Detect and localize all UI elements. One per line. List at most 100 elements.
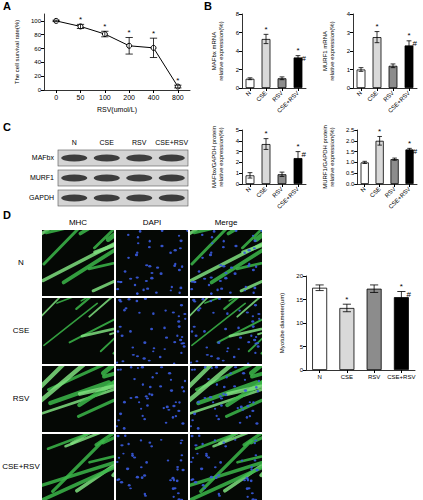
svg-text:CSE+RSV: CSE+RSV bbox=[276, 90, 300, 114]
svg-text:4: 4 bbox=[347, 11, 351, 17]
svg-text:20: 20 bbox=[34, 73, 41, 79]
svg-text:CSE: CSE bbox=[13, 326, 29, 335]
svg-text:RSV: RSV bbox=[382, 90, 395, 103]
svg-text:CSE+RSV: CSE+RSV bbox=[388, 186, 412, 210]
svg-text:3: 3 bbox=[347, 30, 351, 36]
svg-text:Merge: Merge bbox=[215, 218, 238, 227]
svg-text:CSE: CSE bbox=[100, 139, 115, 146]
svg-text:200: 200 bbox=[123, 94, 135, 101]
svg-text:relative expression(%): relative expression(%) bbox=[218, 127, 224, 186]
svg-text:*: * bbox=[128, 28, 131, 37]
svg-text:DAPI: DAPI bbox=[143, 218, 162, 227]
svg-text:CSE: CSE bbox=[366, 90, 379, 103]
svg-text:N: N bbox=[317, 374, 321, 380]
svg-text:15: 15 bbox=[296, 297, 303, 303]
svg-text:60: 60 bbox=[34, 46, 41, 52]
svg-text:#: # bbox=[406, 290, 411, 299]
svg-text:0: 0 bbox=[300, 367, 304, 373]
svg-text:0: 0 bbox=[38, 87, 42, 93]
svg-text:6: 6 bbox=[236, 30, 240, 36]
svg-text:CSE: CSE bbox=[255, 90, 268, 103]
svg-text:MAFbx: MAFbx bbox=[32, 154, 55, 161]
svg-text:2: 2 bbox=[236, 67, 240, 73]
svg-text:D: D bbox=[3, 209, 11, 221]
svg-text:N: N bbox=[245, 90, 252, 97]
svg-text:*: * bbox=[296, 142, 299, 151]
svg-text:100: 100 bbox=[99, 94, 111, 101]
svg-text:5: 5 bbox=[236, 127, 240, 133]
svg-text:*: * bbox=[400, 282, 403, 291]
svg-text:1: 1 bbox=[347, 67, 351, 73]
svg-text:C: C bbox=[3, 121, 11, 133]
svg-text:2: 2 bbox=[347, 48, 351, 54]
svg-text:CSE: CSE bbox=[369, 186, 382, 199]
svg-text:4: 4 bbox=[236, 48, 240, 54]
svg-text:GAPDH: GAPDH bbox=[29, 194, 54, 201]
svg-text:*: * bbox=[176, 76, 179, 85]
svg-text:CSE+RSV: CSE+RSV bbox=[155, 139, 188, 146]
svg-text:#: # bbox=[301, 54, 306, 63]
svg-text:1.5: 1.5 bbox=[346, 149, 355, 155]
svg-text:400: 400 bbox=[148, 94, 160, 101]
svg-text:RSV(umol/L): RSV(umol/L) bbox=[97, 106, 137, 114]
svg-text:4: 4 bbox=[236, 138, 240, 144]
svg-text:*: * bbox=[296, 46, 299, 55]
svg-text:CSE+RSV: CSE+RSV bbox=[276, 186, 300, 210]
svg-text:0.5: 0.5 bbox=[346, 170, 355, 176]
svg-text:0: 0 bbox=[347, 85, 351, 91]
svg-text:CSE+RSV: CSE+RSV bbox=[387, 90, 411, 114]
svg-text:RSV: RSV bbox=[384, 186, 397, 199]
svg-text:N: N bbox=[360, 186, 367, 193]
svg-text:*: * bbox=[79, 15, 82, 24]
svg-text:MURF1/GAPDH protein: MURF1/GAPDH protein bbox=[322, 125, 328, 189]
svg-text:1.0: 1.0 bbox=[346, 159, 355, 165]
svg-text:3: 3 bbox=[236, 149, 240, 155]
svg-text:0: 0 bbox=[236, 181, 240, 187]
svg-text:*: * bbox=[264, 129, 267, 138]
svg-text:relative expression(%): relative expression(%) bbox=[329, 127, 335, 186]
svg-text:2.0: 2.0 bbox=[346, 138, 355, 144]
svg-text:MURF1 mRNA: MURF1 mRNA bbox=[322, 31, 328, 71]
svg-text:CSE+RSV: CSE+RSV bbox=[387, 374, 415, 380]
svg-text:MAFbx/GAPDH protein: MAFbx/GAPDH protein bbox=[211, 126, 217, 188]
svg-text:#: # bbox=[301, 150, 306, 159]
svg-text:5: 5 bbox=[300, 344, 304, 350]
svg-text:N: N bbox=[245, 186, 252, 193]
svg-text:*: * bbox=[152, 29, 155, 38]
svg-text:relative expression(%): relative expression(%) bbox=[218, 21, 224, 80]
svg-text:MURF1: MURF1 bbox=[30, 174, 54, 181]
svg-text:RSV: RSV bbox=[368, 374, 380, 380]
svg-text:0.0: 0.0 bbox=[346, 181, 355, 187]
svg-text:N: N bbox=[356, 90, 363, 97]
svg-text:8: 8 bbox=[236, 11, 240, 17]
svg-text:RSV: RSV bbox=[271, 186, 284, 199]
svg-text:*: * bbox=[375, 22, 378, 31]
svg-text:Myotube diameter(um): Myotube diameter(um) bbox=[279, 293, 285, 353]
svg-text:100: 100 bbox=[31, 18, 42, 24]
svg-text:*: * bbox=[103, 22, 106, 31]
svg-text:*: * bbox=[408, 139, 411, 148]
svg-text:RSV: RSV bbox=[271, 90, 284, 103]
svg-text:50: 50 bbox=[77, 94, 85, 101]
svg-text:#: # bbox=[412, 39, 417, 48]
svg-text:0: 0 bbox=[54, 94, 58, 101]
svg-text:RSV: RSV bbox=[13, 394, 30, 403]
svg-text:20: 20 bbox=[296, 273, 303, 279]
svg-text:*: * bbox=[345, 295, 348, 304]
svg-text:relative expression(%): relative expression(%) bbox=[329, 21, 335, 80]
svg-text:0: 0 bbox=[236, 85, 240, 91]
svg-text:*: * bbox=[407, 31, 410, 40]
svg-text:2: 2 bbox=[236, 159, 240, 165]
svg-text:1: 1 bbox=[236, 170, 240, 176]
svg-text:N: N bbox=[72, 139, 77, 146]
svg-text:#: # bbox=[413, 147, 418, 156]
svg-text:*: * bbox=[378, 127, 381, 136]
svg-text:CSE+RSV: CSE+RSV bbox=[2, 462, 40, 471]
svg-text:10: 10 bbox=[296, 320, 303, 326]
svg-text:MAFbx mRNA: MAFbx mRNA bbox=[211, 32, 217, 70]
svg-text:40: 40 bbox=[34, 59, 41, 65]
svg-text:B: B bbox=[204, 0, 212, 12]
svg-text:The cell survival rate(%): The cell survival rate(%) bbox=[14, 20, 20, 84]
svg-text:80: 80 bbox=[34, 32, 41, 38]
svg-text:RSV: RSV bbox=[132, 139, 147, 146]
